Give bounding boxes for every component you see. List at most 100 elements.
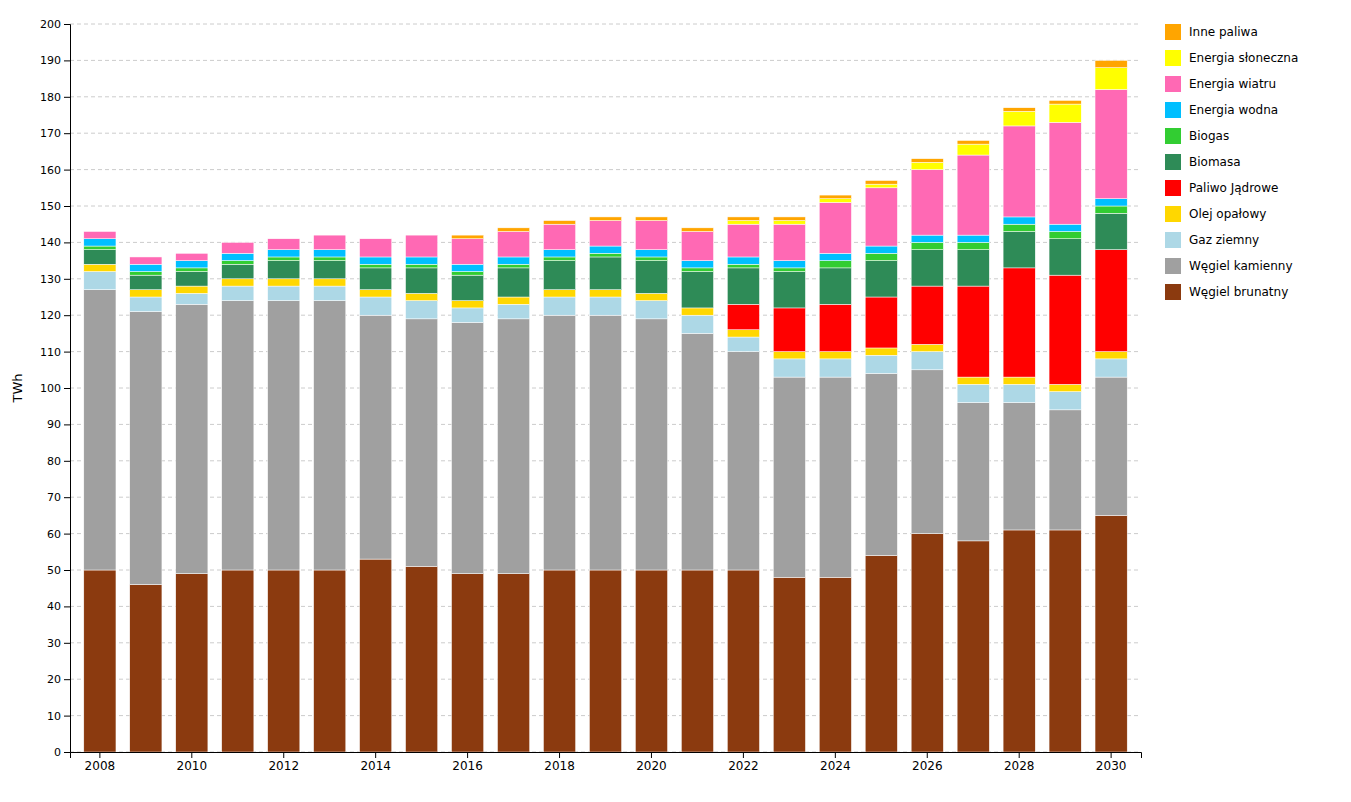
bar [222,264,254,279]
bar [406,268,438,293]
grid-line [70,96,1141,97]
tick: 2020 [636,752,667,773]
grid [70,24,1141,752]
bar [681,268,713,272]
bar [773,359,805,377]
bar [543,290,575,297]
bar [130,272,162,276]
bar [865,348,897,355]
legend-swatch [1165,180,1181,196]
bar [819,195,851,199]
legend-item: Biomasa [1165,154,1241,170]
tick-mark [927,752,928,758]
tick-mark [651,752,652,758]
bar [865,261,897,297]
tick-mark [64,388,70,389]
bar [406,264,438,268]
bar-series [452,60,1128,238]
tick-label: 2026 [912,759,943,773]
bar [727,268,759,304]
bar [268,250,300,257]
bar [1003,530,1035,752]
tick: 200 [40,18,70,31]
bar-series [727,68,1127,225]
bar [1095,206,1127,213]
bar [1049,122,1081,224]
bar [773,352,805,359]
bar [681,570,713,752]
bar [1049,239,1081,275]
bar [497,297,529,304]
tick-mark [375,752,376,758]
bar [176,304,208,573]
bar [452,301,484,308]
bar [452,574,484,752]
bar [911,162,943,169]
bar [865,184,897,188]
bar [819,359,851,377]
bar [773,268,805,272]
tick-label: 70 [47,491,61,504]
legend-label: Biomasa [1189,155,1241,169]
bar [727,337,759,352]
bar [819,261,851,268]
tick-mark [64,679,70,680]
tick-mark [64,752,70,753]
axis-line [71,753,1142,759]
tick-label: 0 [54,746,61,759]
bar [911,344,943,351]
bar [314,570,346,752]
bar [681,231,713,260]
tick: 2008 [85,752,116,773]
tick-label: 50 [47,564,61,577]
bar [1049,384,1081,391]
tick-mark [64,206,70,207]
bar [865,355,897,373]
bar [865,188,897,246]
tick-label: 40 [47,600,61,613]
bar [727,264,759,268]
bar [1049,392,1081,410]
bar [497,319,529,574]
bar [130,297,162,312]
bar [589,217,621,221]
bar [314,261,346,279]
bar [635,319,667,570]
bar [1095,250,1127,352]
tick: 60 [47,528,70,541]
bar [727,330,759,337]
bar [360,268,392,290]
bar [84,250,116,265]
bar [222,242,254,253]
y-axis: 0102030405060708090100110120130140150160… [40,18,71,759]
legend-swatch [1165,50,1181,66]
bar [268,238,300,239]
bar [360,257,392,264]
bar [268,279,300,286]
bar [222,286,254,301]
bar [176,272,208,287]
legend-item: Paliwo Jądrowe [1165,180,1278,196]
bar [1095,352,1127,359]
tick-label: 2010 [177,759,208,773]
axis-line [64,25,71,753]
bar [452,235,484,239]
tick: 100 [40,382,70,395]
bar [406,319,438,567]
bar [1049,104,1081,122]
bar [543,221,575,225]
bar [360,290,392,297]
legend-swatch [1165,232,1181,248]
grid-line [70,24,1141,25]
bar [314,235,346,236]
tick-mark [64,242,70,243]
bar [589,221,621,246]
bar [176,253,208,260]
bar [773,272,805,308]
bar [1049,224,1081,231]
bar [911,286,943,344]
bar [268,570,300,752]
bar [543,297,575,315]
bar [1003,108,1035,112]
legend-item: Węgiel brunatny [1165,284,1288,300]
